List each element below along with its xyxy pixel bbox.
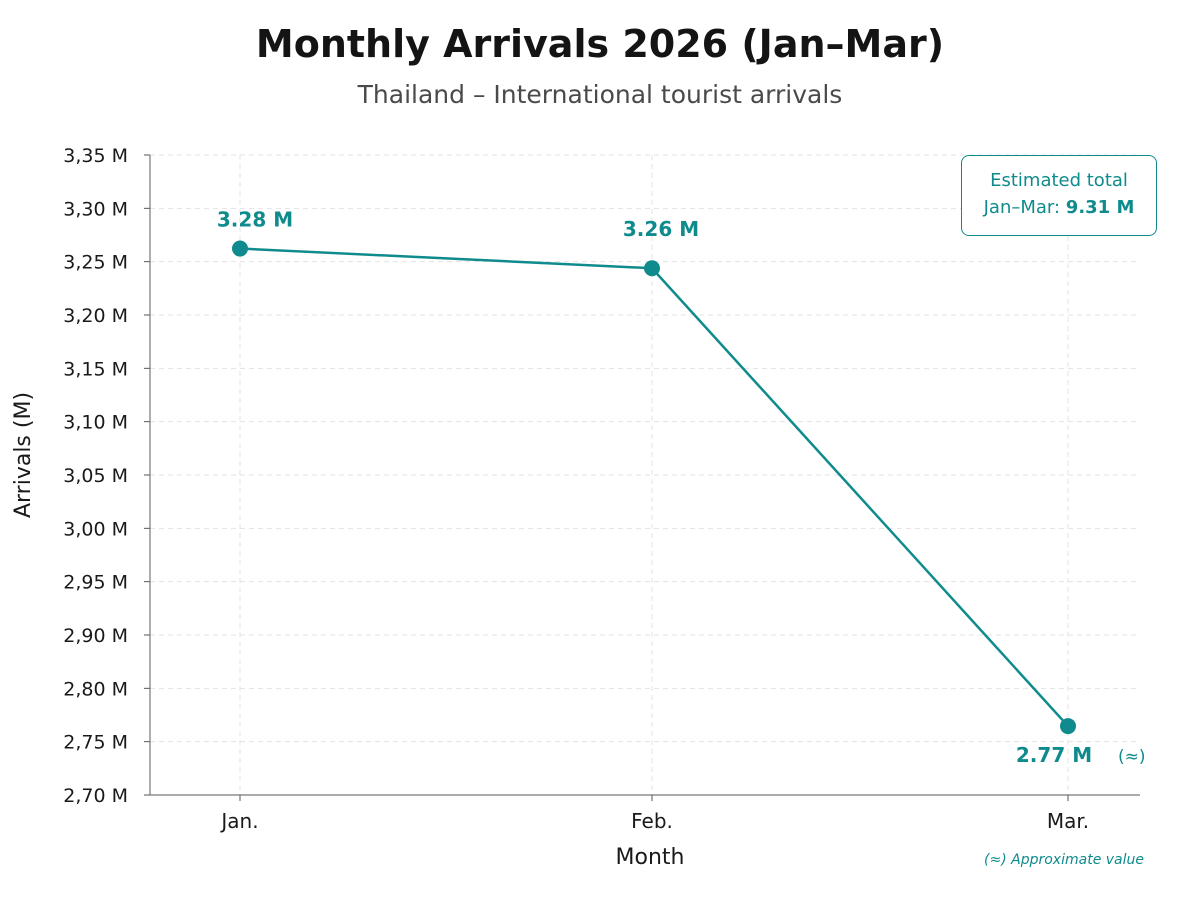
x-tick-label: Mar. (1047, 809, 1089, 833)
data-point (232, 240, 248, 257)
y-axis-label: Arrivals (M) (11, 392, 36, 518)
y-tick-label: 2,70 M (63, 785, 128, 807)
data-label: 3.28 M (217, 208, 293, 232)
x-tick-label: Feb. (631, 809, 673, 833)
approximate-footnote: (≈) Approximate value (984, 852, 1144, 868)
y-tick-label: 3,05 M (63, 465, 128, 487)
y-tick-label: 3,20 M (63, 305, 128, 327)
estimated-total-value-line: Jan–Mar: 9.31 M (962, 197, 1156, 218)
y-tick-label: 3,10 M (63, 412, 128, 434)
x-axis-label: Month (616, 845, 685, 870)
y-tick-label: 3,15 M (63, 358, 128, 380)
approximate-marker: (≈) (1118, 747, 1146, 767)
data-point (644, 260, 660, 277)
y-tick-label: 2,90 M (63, 625, 128, 647)
x-tick-labels: Jan. Feb. Mar. (219, 809, 1089, 833)
estimated-total-value: 9.31 M (1065, 197, 1135, 218)
estimated-total-range: Jan–Mar: (983, 197, 1066, 218)
y-tick-label: 2,80 M (63, 678, 128, 700)
gridlines (150, 154, 1140, 796)
y-tick-label: 3,25 M (63, 252, 128, 274)
data-label: 2.77 M (1016, 743, 1092, 767)
y-tick-label: 3,30 M (63, 198, 128, 220)
series-path (239, 247, 1069, 727)
y-tick-label: 3,00 M (63, 518, 128, 540)
y-tick-labels: 3,35 M 3,30 M 3,25 M 3,20 M 3,15 M 3,10 M 3,05… (63, 145, 128, 807)
data-labels: 3.28 M 3.26 M 2.77 M (≈) (217, 208, 1146, 768)
chart-title: Monthly Arrivals 2026 (Jan–Mar) (255, 22, 945, 66)
y-tick-label: 2,75 M (63, 732, 128, 754)
estimated-total-label: Estimated total (990, 170, 1128, 191)
data-point (1060, 718, 1076, 735)
chart-subtitle: Thailand – International tourist arrival… (357, 80, 843, 109)
y-tick-label: 3,35 M (63, 145, 128, 167)
estimated-total-box: Estimated total Jan–Mar: 9.31 M (961, 155, 1157, 236)
x-tick-label: Jan. (219, 809, 258, 833)
y-tick-label: 2,95 M (63, 572, 128, 594)
axes (144, 154, 1140, 801)
series-line (232, 240, 1076, 735)
data-label: 3.26 M (623, 217, 699, 241)
